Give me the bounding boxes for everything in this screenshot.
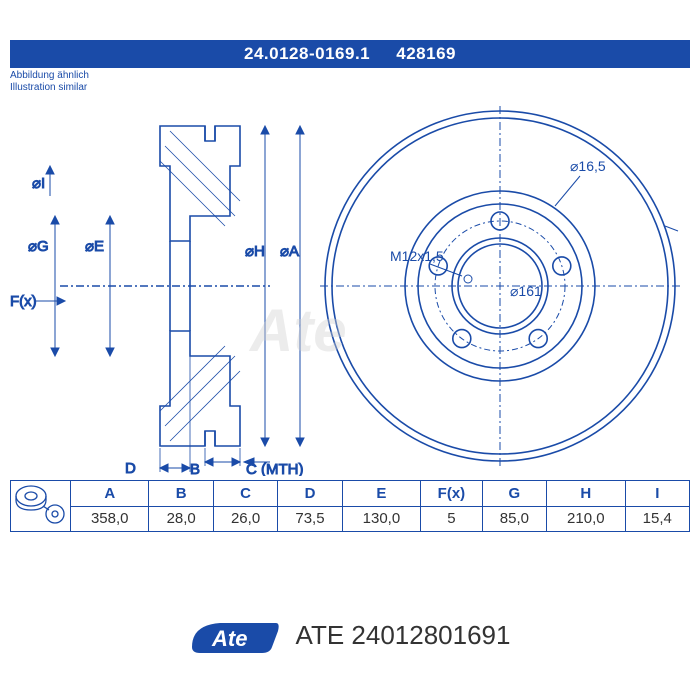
footer-brand: ATE bbox=[296, 620, 345, 650]
part-primary: 24.0128-0169.1 bbox=[244, 44, 370, 63]
col-E: E bbox=[342, 481, 420, 507]
part-secondary: 428169 bbox=[396, 44, 456, 63]
val-D: 73,5 bbox=[278, 506, 342, 532]
col-B: B bbox=[149, 481, 213, 507]
table-header-row: A B C D E F(x) G H I bbox=[11, 481, 690, 507]
col-C: C bbox=[213, 481, 277, 507]
label-G: ⌀G bbox=[28, 238, 49, 255]
drawing-svg: ⌀I ⌀G ⌀E F(x) bbox=[10, 96, 690, 476]
spec-table: A B C D E F(x) G H I 358,0 28,0 26,0 73,… bbox=[10, 480, 690, 532]
diagram-area: 24.0128-0169.1 428169 Abbildung ähnlich … bbox=[10, 40, 690, 530]
col-A: A bbox=[71, 481, 149, 507]
val-I: 15,4 bbox=[625, 506, 689, 532]
val-C: 26,0 bbox=[213, 506, 277, 532]
footer-partno: 24012801691 bbox=[351, 620, 510, 650]
product-diagram-card: 24.0128-0169.1 428169 Abbildung ähnlich … bbox=[0, 0, 700, 700]
note-de: Abbildung ähnlich bbox=[10, 70, 89, 82]
val-H: 210,0 bbox=[547, 506, 625, 532]
val-G: 85,0 bbox=[482, 506, 546, 532]
table-value-row: 358,0 28,0 26,0 73,5 130,0 5 85,0 210,0 … bbox=[11, 506, 690, 532]
ate-logo-icon: Ate bbox=[190, 615, 280, 655]
col-F: F(x) bbox=[421, 481, 483, 507]
label-C: C (MTH) bbox=[246, 461, 303, 476]
val-E: 130,0 bbox=[342, 506, 420, 532]
col-I: I bbox=[625, 481, 689, 507]
label-E: ⌀E bbox=[85, 238, 104, 255]
label-I: ⌀I bbox=[32, 175, 45, 192]
label-F: F(x) bbox=[10, 293, 37, 310]
val-B: 28,0 bbox=[149, 506, 213, 532]
val-A: 358,0 bbox=[71, 506, 149, 532]
label-H: ⌀H bbox=[245, 243, 265, 260]
label-thread: M12x1,5 bbox=[390, 248, 444, 264]
svg-text:Ate: Ate bbox=[211, 626, 247, 651]
label-D: D bbox=[125, 460, 136, 476]
part-number-header: 24.0128-0169.1 428169 bbox=[10, 40, 690, 68]
icon-cell bbox=[11, 481, 71, 532]
label-16-5: ⌀16,5 bbox=[570, 158, 606, 174]
val-F: 5 bbox=[421, 506, 483, 532]
label-B: B bbox=[190, 461, 200, 476]
label-A: ⌀A bbox=[280, 243, 299, 260]
col-G: G bbox=[482, 481, 546, 507]
label-161: ⌀161 bbox=[510, 283, 542, 299]
technical-drawing: Ate bbox=[10, 96, 690, 476]
col-H: H bbox=[547, 481, 625, 507]
footer: Ate ATE 24012801691 bbox=[0, 605, 700, 665]
col-D: D bbox=[278, 481, 342, 507]
note-en: Illustration similar bbox=[10, 82, 89, 94]
illustration-note: Abbildung ähnlich Illustration similar bbox=[10, 68, 89, 96]
disc-icon bbox=[13, 482, 69, 526]
footer-text: ATE 24012801691 bbox=[296, 620, 511, 651]
